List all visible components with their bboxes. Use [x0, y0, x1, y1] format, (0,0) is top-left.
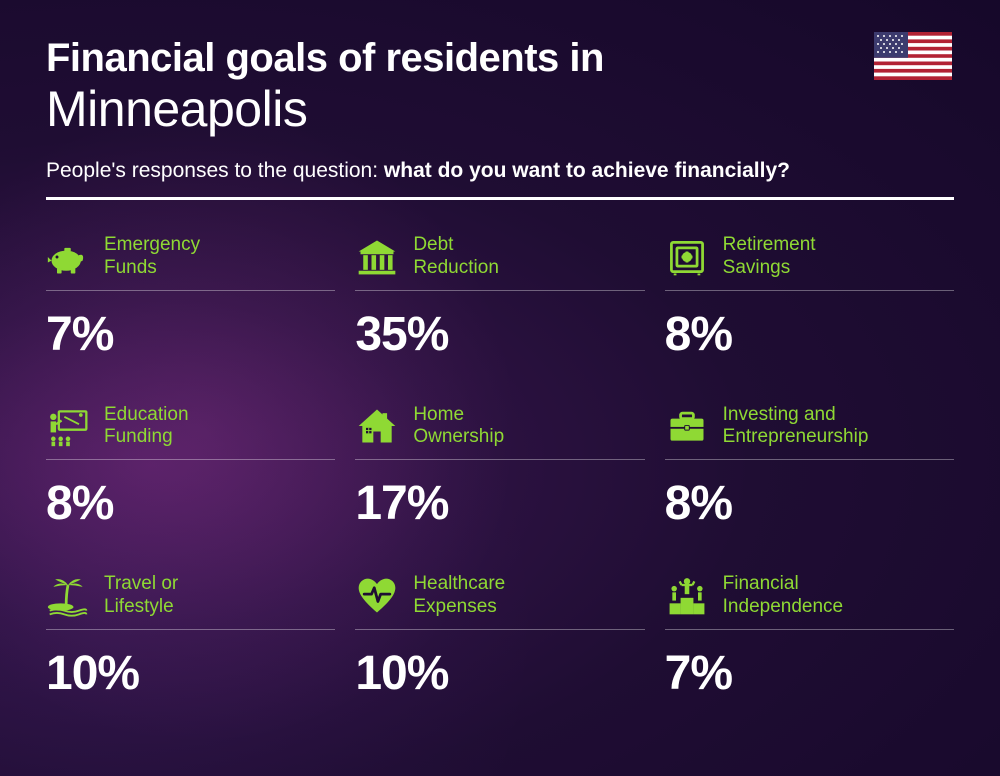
piggy-bank-icon	[46, 235, 90, 279]
item-label: RetirementSavings	[723, 234, 816, 280]
goal-investing-entrepreneurship: Investing andEntrepreneurship 8%	[665, 404, 954, 532]
heartbeat-icon	[355, 574, 399, 618]
subtitle: People's responses to the question: what…	[46, 159, 954, 183]
palm-icon	[46, 574, 90, 618]
item-label: HomeOwnership	[413, 404, 504, 450]
item-value: 10%	[46, 646, 335, 701]
podium-icon	[665, 574, 709, 618]
goal-healthcare-expenses: HealthcareExpenses 10%	[355, 573, 644, 701]
us-flag-icon	[874, 32, 952, 80]
item-head: HealthcareExpenses	[355, 573, 644, 630]
goal-travel-lifestyle: Travel orLifestyle 10%	[46, 573, 335, 701]
item-value: 10%	[355, 646, 644, 701]
item-head: DebtReduction	[355, 234, 644, 291]
item-label: DebtReduction	[413, 234, 499, 280]
briefcase-icon	[665, 404, 709, 448]
goal-emergency-funds: EmergencyFunds 7%	[46, 234, 335, 362]
item-value: 35%	[355, 307, 644, 362]
subtitle-question: what do you want to achieve financially?	[384, 159, 790, 182]
presentation-icon	[46, 404, 90, 448]
title-line-1: Financial goals of residents in	[46, 36, 954, 80]
item-label: EmergencyFunds	[104, 234, 200, 280]
item-value: 8%	[665, 476, 954, 531]
item-head: HomeOwnership	[355, 404, 644, 461]
goal-education-funding: EducationFunding 8%	[46, 404, 335, 532]
goal-retirement-savings: RetirementSavings 8%	[665, 234, 954, 362]
item-label: EducationFunding	[104, 404, 189, 450]
item-label: FinancialIndependence	[723, 573, 843, 619]
item-head: EmergencyFunds	[46, 234, 335, 291]
item-label: Investing andEntrepreneurship	[723, 404, 869, 450]
item-value: 8%	[46, 476, 335, 531]
header: Financial goals of residents in Minneapo…	[46, 36, 954, 200]
item-label: Travel orLifestyle	[104, 573, 178, 619]
item-head: Investing andEntrepreneurship	[665, 404, 954, 461]
house-icon	[355, 404, 399, 448]
item-head: EducationFunding	[46, 404, 335, 461]
goal-debt-reduction: DebtReduction 35%	[355, 234, 644, 362]
goal-financial-independence: FinancialIndependence 7%	[665, 573, 954, 701]
title-line-2: Minneapolis	[46, 82, 954, 137]
item-head: FinancialIndependence	[665, 573, 954, 630]
goal-home-ownership: HomeOwnership 17%	[355, 404, 644, 532]
divider	[46, 197, 954, 200]
bank-icon	[355, 235, 399, 279]
item-value: 7%	[665, 646, 954, 701]
item-value: 17%	[355, 476, 644, 531]
goals-grid: EmergencyFunds 7% DebtReduction 35% Reti…	[46, 234, 954, 701]
item-head: Travel orLifestyle	[46, 573, 335, 630]
item-value: 7%	[46, 307, 335, 362]
item-label: HealthcareExpenses	[413, 573, 505, 619]
item-head: RetirementSavings	[665, 234, 954, 291]
item-value: 8%	[665, 307, 954, 362]
safe-icon	[665, 235, 709, 279]
subtitle-prefix: People's responses to the question:	[46, 159, 384, 182]
